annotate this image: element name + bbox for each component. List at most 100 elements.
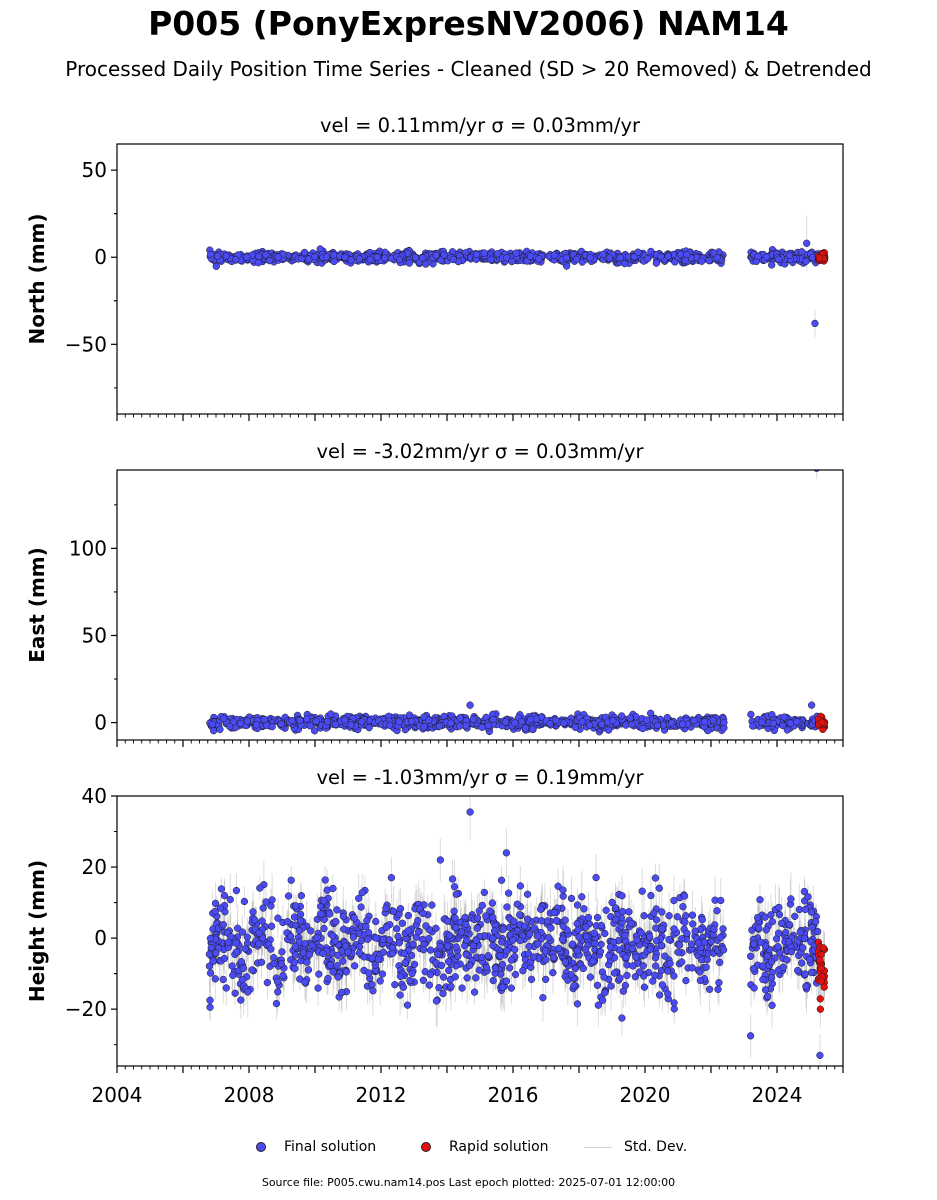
- final-point: [225, 722, 234, 731]
- final-point: [209, 727, 218, 735]
- final-point: [366, 255, 374, 264]
- final-point: [296, 716, 304, 725]
- final-point: [489, 715, 497, 724]
- final-point: [571, 723, 580, 731]
- final-point: [808, 701, 816, 709]
- y-tick-label: −50: [65, 332, 107, 356]
- final-point: [311, 252, 319, 261]
- final-point: [798, 248, 806, 256]
- final-point: [347, 256, 355, 264]
- final-point: [668, 719, 676, 727]
- final-point: [252, 721, 261, 729]
- final-point: [432, 251, 440, 260]
- y-tick-label: 50: [82, 158, 107, 182]
- final-point: [511, 719, 519, 727]
- final-point: [652, 259, 661, 267]
- final-point: [330, 257, 338, 266]
- final-point: [243, 717, 252, 725]
- final-point: [811, 319, 819, 328]
- final-point: [616, 254, 625, 262]
- final-point: [501, 718, 510, 726]
- final-point: [274, 253, 282, 261]
- final-point: [330, 251, 338, 259]
- final-point: [503, 254, 511, 262]
- final-point: [779, 721, 787, 730]
- final-point: [626, 714, 634, 722]
- y-tick-label: 100: [69, 536, 107, 560]
- rapid-point: [818, 718, 826, 726]
- final-point: [440, 251, 448, 259]
- final-point: [208, 720, 216, 728]
- final-point: [456, 714, 464, 722]
- final-point: [643, 716, 651, 724]
- final-point: [323, 718, 332, 726]
- y-axis-label: East (mm): [25, 547, 49, 663]
- final-point: [449, 255, 457, 264]
- final-point: [754, 252, 762, 261]
- final-point: [527, 715, 535, 724]
- final-point: [216, 725, 224, 734]
- final-point: [232, 256, 240, 264]
- y-axis-label: North (mm): [25, 213, 49, 344]
- final-point: [288, 716, 296, 725]
- final-point: [653, 721, 662, 730]
- sub-title: Processed Daily Position Time Series - C…: [65, 57, 872, 81]
- final-point: [358, 718, 366, 726]
- final-point: [813, 470, 820, 472]
- final-point: [395, 255, 404, 264]
- final-point: [408, 717, 416, 726]
- final-point: [419, 254, 427, 262]
- final-point: [305, 255, 313, 263]
- final-point: [310, 727, 319, 735]
- final-point: [785, 251, 794, 259]
- final-point: [758, 718, 766, 726]
- final-point: [535, 255, 543, 263]
- final-point: [604, 726, 613, 734]
- final-point: [255, 252, 263, 261]
- final-point: [381, 254, 389, 262]
- final-point: [265, 256, 274, 265]
- y-tick-label: 0: [94, 711, 107, 735]
- final-point: [713, 254, 721, 262]
- final-point: [578, 718, 586, 726]
- plot-marks: [205, 796, 829, 1066]
- final-point: [683, 250, 691, 259]
- final-point: [212, 262, 220, 270]
- final-point: [562, 253, 571, 262]
- final-point: [664, 252, 672, 260]
- final-point: [411, 253, 420, 262]
- final-point: [762, 253, 771, 261]
- final-point: [437, 256, 445, 264]
- final-point: [586, 254, 594, 262]
- final-point: [322, 253, 331, 261]
- final-point: [480, 249, 488, 257]
- plot-marks: [206, 215, 829, 338]
- final-point: [634, 248, 642, 256]
- final-point: [643, 254, 652, 263]
- final-point: [405, 259, 413, 267]
- final-point: [572, 255, 581, 263]
- final-point: [793, 718, 801, 726]
- final-point: [478, 723, 486, 731]
- final-point: [365, 724, 373, 732]
- final-point: [395, 717, 403, 726]
- final-point: [420, 723, 428, 731]
- final-point: [277, 720, 285, 728]
- final-point: [462, 722, 470, 730]
- final-point: [780, 713, 788, 721]
- final-point: [447, 719, 455, 727]
- final-point: [749, 722, 757, 730]
- final-point: [663, 713, 671, 722]
- final-point: [306, 722, 314, 730]
- final-point: [341, 253, 349, 261]
- final-point: [621, 259, 629, 268]
- final-point: [526, 252, 535, 260]
- final-point: [628, 720, 636, 729]
- final-point: [347, 721, 355, 729]
- final-point: [268, 723, 276, 731]
- final-point: [213, 252, 222, 260]
- final-point: [678, 720, 687, 728]
- final-point: [236, 719, 245, 728]
- rapid-point: [815, 254, 824, 262]
- final-point: [327, 710, 335, 718]
